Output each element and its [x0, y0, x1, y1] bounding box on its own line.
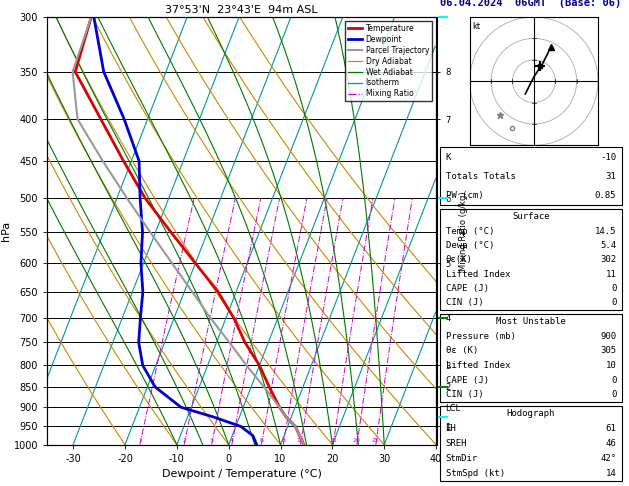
Text: 15: 15 [329, 437, 337, 443]
Bar [440, 209, 622, 310]
Text: SREH: SREH [445, 439, 467, 448]
Text: Lifted Index: Lifted Index [445, 270, 510, 278]
Text: 4: 4 [230, 437, 234, 443]
Bar [440, 406, 622, 481]
Text: 1: 1 [138, 437, 142, 443]
Bar [440, 314, 622, 402]
Text: 0: 0 [611, 390, 616, 399]
Text: 06.04.2024  06GMT  (Base: 06): 06.04.2024 06GMT (Base: 06) [440, 0, 621, 8]
Text: Hodograph: Hodograph [507, 409, 555, 418]
Text: CAPE (J): CAPE (J) [445, 376, 489, 384]
Text: CIN (J): CIN (J) [445, 390, 483, 399]
Y-axis label: hPa: hPa [1, 221, 11, 241]
Bar [440, 147, 622, 205]
Text: 10: 10 [297, 437, 304, 443]
Title: 37°53'N  23°43'E  94m ASL: 37°53'N 23°43'E 94m ASL [165, 5, 318, 15]
Text: 11: 11 [606, 270, 616, 278]
X-axis label: Dewpoint / Temperature (°C): Dewpoint / Temperature (°C) [162, 469, 321, 479]
Text: Most Unstable: Most Unstable [496, 317, 566, 326]
Text: Pressure (mb): Pressure (mb) [445, 331, 516, 341]
Text: 0: 0 [611, 376, 616, 384]
Text: Lifted Index: Lifted Index [445, 361, 510, 370]
Text: 42°: 42° [600, 454, 616, 463]
Text: 2: 2 [182, 437, 186, 443]
Text: θε(K): θε(K) [445, 255, 472, 264]
Text: 0: 0 [611, 284, 616, 293]
Text: 0: 0 [611, 298, 616, 307]
Text: 0.85: 0.85 [595, 191, 616, 200]
Text: Totals Totals: Totals Totals [445, 172, 516, 181]
Text: Surface: Surface [512, 212, 550, 221]
Text: EH: EH [445, 424, 457, 433]
Text: -10: -10 [600, 153, 616, 161]
Text: 900: 900 [600, 331, 616, 341]
Text: 10: 10 [606, 361, 616, 370]
Text: 61: 61 [606, 424, 616, 433]
Text: θε (K): θε (K) [445, 347, 478, 355]
Text: CIN (J): CIN (J) [445, 298, 483, 307]
Text: 14.5: 14.5 [595, 226, 616, 236]
Legend: Temperature, Dewpoint, Parcel Trajectory, Dry Adiabat, Wet Adiabat, Isotherm, Mi: Temperature, Dewpoint, Parcel Trajectory… [345, 21, 432, 102]
Text: K: K [445, 153, 451, 161]
Text: 14: 14 [606, 469, 616, 478]
Text: © weatheronline.co.uk: © weatheronline.co.uk [479, 434, 584, 443]
Text: 20: 20 [353, 437, 361, 443]
Text: 31: 31 [606, 172, 616, 181]
Y-axis label: Mixing Ratio (g/kg): Mixing Ratio (g/kg) [459, 191, 467, 271]
Text: 302: 302 [600, 255, 616, 264]
Text: 6: 6 [260, 437, 264, 443]
Text: Dewp (°C): Dewp (°C) [445, 241, 494, 250]
Text: 8: 8 [281, 437, 285, 443]
Text: CAPE (J): CAPE (J) [445, 284, 489, 293]
Text: 3: 3 [209, 437, 214, 443]
Text: 5.4: 5.4 [600, 241, 616, 250]
Text: StmDir: StmDir [445, 454, 478, 463]
Text: Temp (°C): Temp (°C) [445, 226, 494, 236]
Text: 46: 46 [606, 439, 616, 448]
Text: PW (cm): PW (cm) [445, 191, 483, 200]
Text: StmSpd (kt): StmSpd (kt) [445, 469, 504, 478]
Text: 25: 25 [372, 437, 380, 443]
Text: 305: 305 [600, 347, 616, 355]
